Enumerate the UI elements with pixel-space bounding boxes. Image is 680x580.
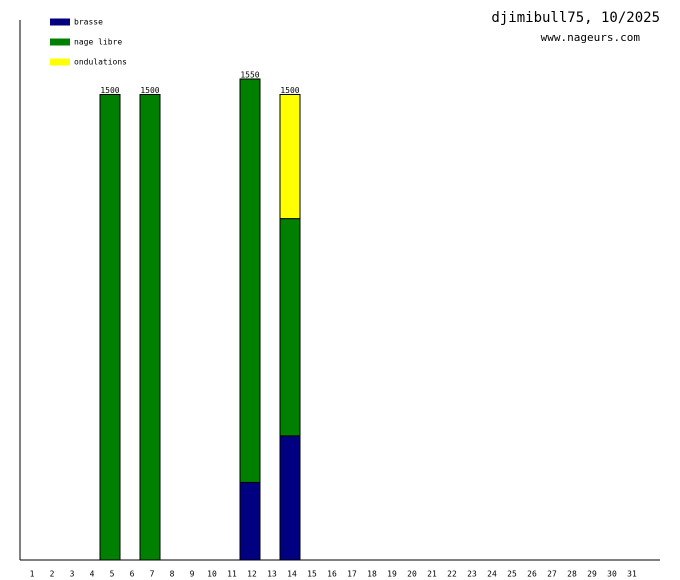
x-tick-label: 29 [587, 570, 597, 579]
x-tick-label: 3 [70, 570, 75, 579]
legend-label: nage libre [74, 38, 122, 47]
x-tick-label: 27 [547, 570, 557, 579]
x-tick-label: 13 [267, 570, 277, 579]
x-tick-label: 20 [407, 570, 417, 579]
chart-title: djimibull75, 10/2025 [491, 10, 660, 26]
x-tick-label: 24 [487, 570, 497, 579]
x-tick-label: 5 [110, 570, 115, 579]
legend-swatch [50, 18, 70, 26]
legend-swatch [50, 58, 70, 66]
x-tick-label: 21 [427, 570, 437, 579]
x-tick-label: 14 [287, 570, 297, 579]
bar-segment [279, 93, 301, 220]
x-tick-label: 11 [227, 570, 237, 579]
x-tick-label: 28 [567, 570, 577, 579]
total-label: 1500 [280, 86, 299, 95]
bar-segment [279, 218, 301, 437]
total-label: 1500 [100, 86, 119, 95]
chart-subtitle: www.nageurs.com [541, 31, 641, 44]
x-tick-label: 9 [190, 570, 195, 579]
bar-segment [239, 481, 261, 561]
total-label: 1500 [140, 86, 159, 95]
x-tick-label: 16 [327, 570, 337, 579]
total-label: 1550 [240, 70, 259, 79]
x-tick-label: 2 [50, 570, 55, 579]
bar-segment [139, 93, 161, 561]
legend-label: brasse [74, 18, 103, 27]
x-tick-label: 4 [90, 570, 95, 579]
x-tick-label: 6 [130, 570, 135, 579]
x-tick-label: 30 [607, 570, 617, 579]
x-tick-label: 12 [247, 570, 257, 579]
x-tick-label: 17 [347, 570, 357, 579]
bar-segment [239, 78, 261, 483]
legend-label: ondulations [74, 58, 127, 67]
x-tick-label: 15 [307, 570, 317, 579]
x-tick-label: 19 [387, 570, 397, 579]
x-tick-label: 26 [527, 570, 537, 579]
x-tick-label: 31 [627, 570, 637, 579]
x-tick-label: 10 [207, 570, 217, 579]
legend-swatch [50, 38, 70, 46]
x-tick-label: 23 [467, 570, 477, 579]
x-tick-label: 18 [367, 570, 377, 579]
bar-segment [279, 435, 301, 561]
x-tick-label: 22 [447, 570, 457, 579]
bar-segment [99, 93, 121, 561]
x-tick-label: 8 [170, 570, 175, 579]
x-tick-label: 1 [30, 570, 35, 579]
x-tick-label: 7 [150, 570, 155, 579]
x-tick-label: 25 [507, 570, 517, 579]
